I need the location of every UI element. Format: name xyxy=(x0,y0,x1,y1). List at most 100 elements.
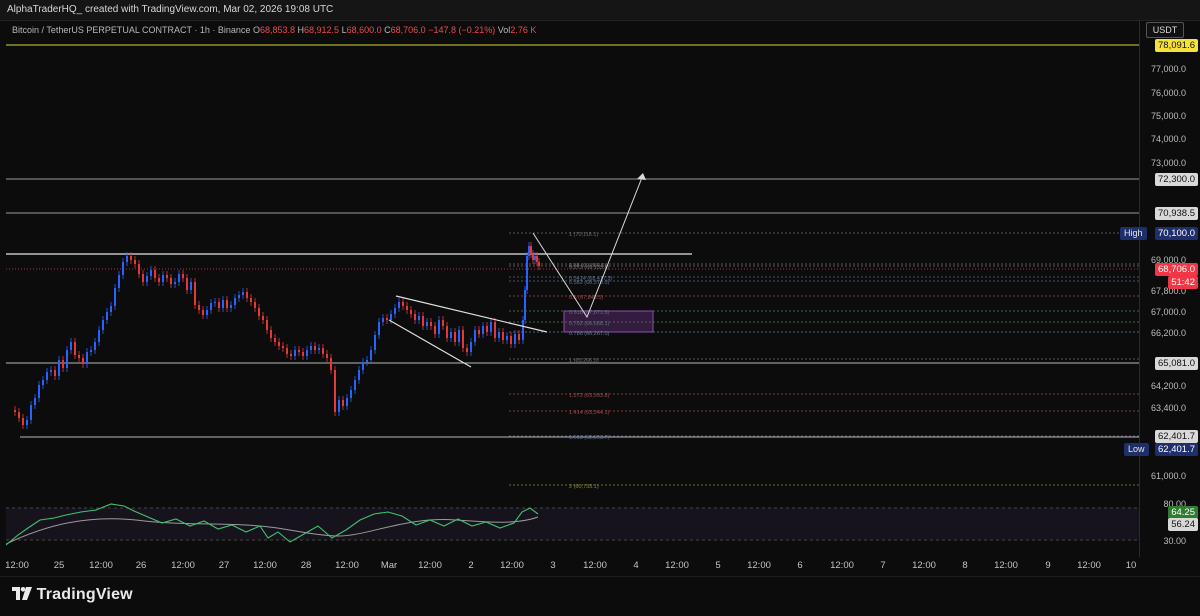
high-value: 68,912.5 xyxy=(304,25,340,35)
candle-body xyxy=(250,298,252,302)
time-tick: 12:00 xyxy=(5,560,29,571)
price-tick: 61,000.0 xyxy=(1150,471,1186,481)
high-value-tag: 70,100.0 xyxy=(1155,227,1198,240)
candle-body xyxy=(246,292,248,298)
candle-body xyxy=(538,262,540,266)
candle-body xyxy=(462,330,464,348)
time-axis[interactable]: 12:00 25 12:00 26 12:00 27 12:00 28 12:00 Mar 12:0… xyxy=(0,557,1140,575)
candle-body xyxy=(262,316,264,320)
time-tick: 8 xyxy=(962,560,968,571)
candle-body xyxy=(458,330,460,342)
candle-body xyxy=(506,336,508,340)
candle-body xyxy=(26,420,28,425)
candle-body xyxy=(62,360,64,368)
candle-body xyxy=(528,246,530,256)
candle-body xyxy=(190,282,192,290)
candle-body xyxy=(254,302,256,308)
tradingview-logo[interactable]: TradingView xyxy=(12,586,133,604)
time-tick: 12:00 xyxy=(500,560,524,571)
candle-body xyxy=(298,350,300,352)
time-tick: 27 xyxy=(218,560,230,571)
candle-body xyxy=(134,260,136,264)
candle-body xyxy=(238,295,240,298)
time-tick: 12:00 xyxy=(830,560,854,571)
candle-body xyxy=(378,322,380,335)
fib-level-label: 1 (70,116.1) xyxy=(569,232,598,238)
candle-body xyxy=(86,352,88,364)
level-tag-78091: 78,091.6 xyxy=(1155,39,1198,52)
fib-level-label: 0.382 (68,370.0) xyxy=(569,280,610,286)
time-tick: 12:00 xyxy=(747,560,771,571)
candle-body xyxy=(394,308,396,314)
fib-level-label: 0.272 (69,133.8) xyxy=(569,265,610,271)
price-tick: 64,200.0 xyxy=(1150,381,1186,391)
footer-bar: TradingView xyxy=(0,576,1200,616)
fib-level-label: 2 (60,733.1) xyxy=(569,484,599,490)
time-tick: 6 xyxy=(797,560,803,571)
volume-key: Vol xyxy=(497,25,511,35)
chart-plot-area[interactable]: 1 (70,116.1) 0.88 (69,880.5) 0.272 (69,133… xyxy=(6,20,1140,557)
candle-body xyxy=(382,318,384,322)
candle-body xyxy=(266,320,268,330)
level-tag-65081: 65,081.0 xyxy=(1155,357,1198,370)
projection-arrowhead xyxy=(637,173,646,180)
candle-body xyxy=(306,350,308,356)
candle-body xyxy=(434,326,436,334)
candle-body xyxy=(258,308,260,316)
fib-level-label: 0.702 (66,668.1) xyxy=(569,321,610,327)
candle-body xyxy=(54,370,56,376)
open-value: 68,853.8 xyxy=(259,25,295,35)
candle-body xyxy=(386,318,388,320)
candle-body xyxy=(450,332,452,338)
candle-body xyxy=(178,274,180,282)
countdown-tag: 51:42 xyxy=(1168,276,1198,289)
candle-body xyxy=(170,278,172,284)
candle-body xyxy=(150,270,152,276)
candle-body xyxy=(270,330,272,338)
top-bar: AlphaTraderHQ_ created with TradingView.… xyxy=(0,0,1200,21)
currency-button[interactable]: USDT xyxy=(1146,22,1184,38)
last-price-tag: 68,706.0 xyxy=(1155,263,1198,276)
price-tick: 75,000.0 xyxy=(1150,111,1186,121)
candle-body xyxy=(294,350,296,356)
time-tick: 5 xyxy=(715,560,721,571)
symbol-title[interactable]: Bitcoin / TetherUS PERPETUAL CONTRACT · … xyxy=(12,25,251,35)
candle-body xyxy=(318,348,320,350)
candle-body xyxy=(154,270,156,278)
rsi-pane xyxy=(6,503,1139,546)
price-chart-canvas[interactable]: 1 (70,116.1) 0.88 (69,880.5)0.272 (69,133… xyxy=(6,20,1139,557)
time-tick: 2 xyxy=(468,560,474,571)
candle-body xyxy=(326,354,328,358)
candle-body xyxy=(406,306,408,310)
candle-body xyxy=(474,330,476,342)
candle-body xyxy=(202,310,204,315)
fibonacci-extension: 1 (70,116.1) 0.88 (69,880.5)0.272 (69,133… xyxy=(509,232,1139,490)
candle-body xyxy=(374,335,376,350)
candle-body xyxy=(526,256,528,290)
candle-body xyxy=(536,256,538,262)
candle-body xyxy=(478,330,480,334)
candle-body xyxy=(442,320,444,326)
high-key: H xyxy=(297,25,305,35)
candle-body xyxy=(234,298,236,305)
time-tick: 26 xyxy=(135,560,147,571)
candle-body xyxy=(66,350,68,368)
low-value: 68,600.0 xyxy=(346,25,382,35)
price-tick: 66,200.0 xyxy=(1150,328,1186,338)
candle-body xyxy=(446,326,448,338)
fib-level-label: 1 (65,266.3) xyxy=(569,358,599,364)
candle-body xyxy=(532,254,534,260)
candle-body xyxy=(218,302,220,308)
candle-body xyxy=(70,342,72,350)
author-credit: AlphaTraderHQ_ created with TradingView.… xyxy=(7,4,334,15)
candle-body xyxy=(174,282,176,284)
candle-body xyxy=(498,332,500,338)
rsi-value-tag: 64.25 xyxy=(1168,506,1198,519)
candle-body xyxy=(198,305,200,310)
candle-body xyxy=(194,282,196,305)
candle-body xyxy=(38,385,40,398)
price-axis[interactable]: 77,000.0 76,000.0 75,000.0 74,000.0 73,0… xyxy=(1140,20,1200,560)
candle-body xyxy=(130,256,132,260)
close-value: 68,706.0 xyxy=(390,25,426,35)
candle-body xyxy=(310,346,312,350)
